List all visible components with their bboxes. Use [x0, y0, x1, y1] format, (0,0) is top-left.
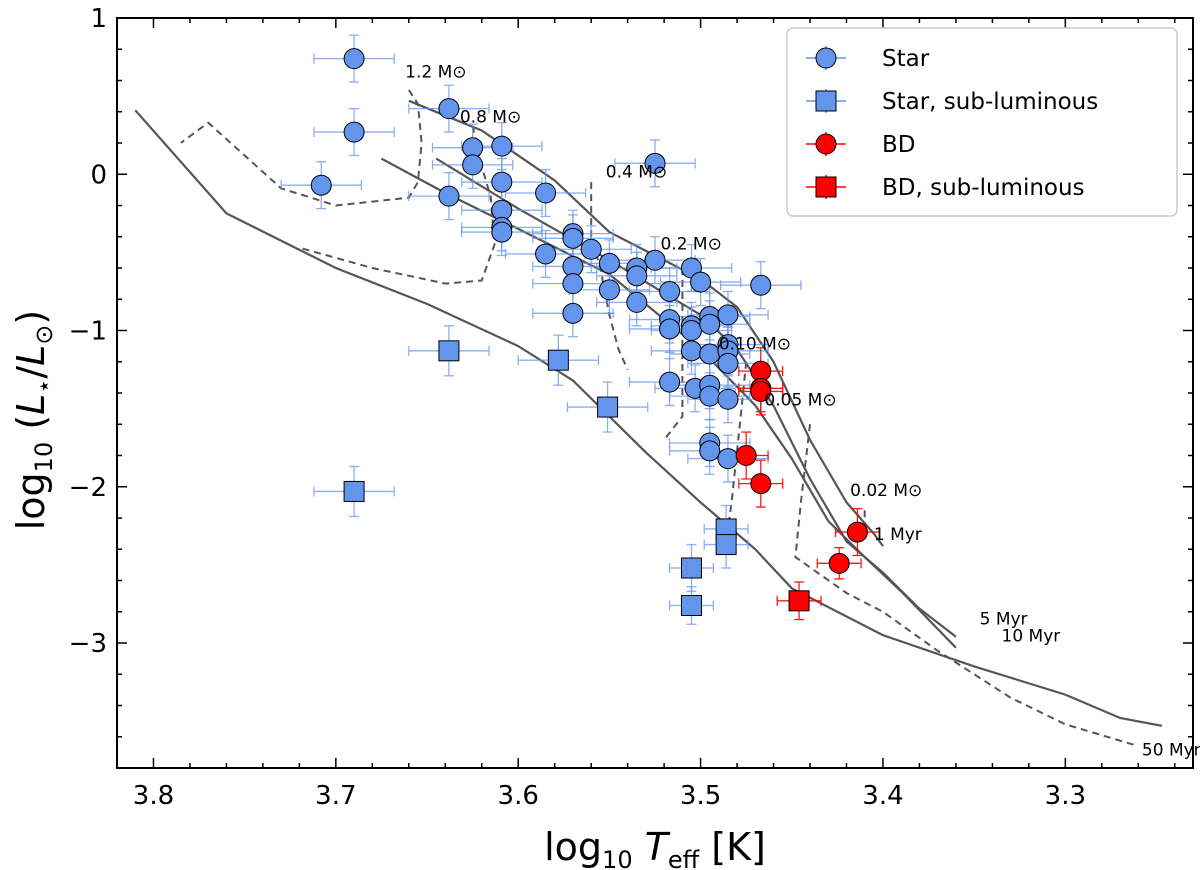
point-star-sub-luminous [597, 396, 619, 418]
point-star-sub-luminous [715, 534, 737, 556]
point-star [462, 154, 484, 176]
point-star [343, 121, 365, 143]
legend-label-bd-sub-luminous: BD, sub-luminous [882, 175, 1085, 201]
legend-entry-bd-sub-luminous: BD, sub-luminous [806, 175, 1085, 201]
legend-label-bd: BD [882, 132, 916, 158]
point-star [644, 152, 666, 174]
x-tick-label: 3.5 [680, 781, 721, 811]
isochrone-label: 1 Myr [874, 525, 922, 545]
point-star [310, 174, 332, 196]
y-tick-label: 0 [90, 160, 107, 190]
point-star [659, 318, 681, 340]
data-markers [310, 48, 868, 616]
point-star-sub-luminous [547, 349, 569, 371]
point-star [438, 185, 460, 207]
point-star [659, 371, 681, 393]
point-star [699, 440, 721, 462]
point-star [562, 273, 584, 295]
mass-track-label: 0.10 M⊙ [719, 334, 791, 354]
point-star [626, 265, 648, 287]
legend-entry-star-sub-luminous: Star, sub-luminous [806, 89, 1098, 115]
point-star [438, 98, 460, 120]
y-tick-label: −1 [69, 317, 107, 347]
y-tick-label: −2 [69, 473, 107, 503]
point-star [659, 280, 681, 302]
legend: Star Star, sub-luminous BD BD, sub-lumin… [786, 27, 1178, 217]
x-tick-label: 3.7 [315, 781, 356, 811]
point-star [644, 249, 666, 271]
point-star [343, 48, 365, 70]
point-star [598, 279, 620, 301]
point-star-sub-luminous [680, 595, 702, 616]
point-star [699, 385, 721, 407]
y-axis-title: log10 (L⋆/L⊙) [9, 310, 58, 531]
point-star [750, 274, 772, 296]
legend-label-star: Star [882, 46, 930, 72]
point-star [717, 448, 739, 470]
isochrone-label: 50 Myr [1142, 741, 1200, 761]
point-star-sub-luminous [343, 480, 365, 502]
point-star [491, 221, 513, 243]
point-star [699, 343, 721, 365]
mass-track-label: 0.4 M⊙ [606, 162, 667, 182]
point-bd-sub-luminous [788, 590, 810, 612]
mass-track-label: 0.02 M⊙ [850, 481, 922, 501]
point-star [491, 171, 513, 193]
point-star-sub-luminous [438, 340, 460, 362]
point-star [491, 135, 513, 157]
mass-track-label: 0.2 M⊙ [660, 234, 721, 254]
mass-track-label: 1.2 M⊙ [405, 62, 466, 82]
y-tick-label: 1 [90, 4, 107, 34]
axes: 3.8 3.7 3.6 3.5 3.4 3.3 1 0 −1 −2 −3 [69, 4, 1194, 811]
legend-label-star-sub-luminous: Star, sub-luminous [882, 89, 1098, 115]
point-star [580, 238, 602, 260]
y-tick-label: −3 [69, 629, 107, 659]
point-star [626, 291, 648, 313]
x-axis-title: log10 Teff [K] [544, 825, 766, 870]
point-star [535, 182, 557, 204]
isochrone-label: 10 Myr [1002, 626, 1061, 646]
point-star [562, 227, 584, 249]
x-tick-label: 3.3 [1045, 781, 1086, 811]
legend-entry-star: Star [806, 46, 930, 72]
x-tick-label: 3.8 [133, 781, 174, 811]
point-star [680, 320, 702, 341]
point-bd [846, 521, 868, 543]
point-star [535, 243, 557, 265]
mass-track-label: 0.8 M⊙ [460, 108, 521, 128]
mass-track-label: 0.05 M⊙ [764, 391, 836, 411]
point-star-sub-luminous [680, 557, 702, 579]
x-tick-label: 3.4 [862, 781, 903, 811]
isochrone-1-myr [408, 99, 884, 547]
point-bd [828, 552, 850, 574]
isochrone-50-myr [134, 109, 1163, 727]
point-star [699, 313, 721, 335]
point-star [717, 352, 739, 374]
x-tick-label: 3.6 [498, 781, 539, 811]
isochrone-label: 5 Myr [980, 609, 1028, 629]
mass-track [663, 268, 684, 441]
point-bd [750, 380, 772, 402]
point-bd [735, 445, 757, 466]
mass-track [299, 125, 496, 285]
point-star [598, 252, 620, 274]
point-star [690, 271, 712, 293]
point-star [680, 340, 702, 362]
point-star [562, 302, 584, 324]
legend-entry-bd: BD [806, 132, 916, 158]
point-bd [750, 473, 772, 495]
mass-track [794, 424, 1139, 748]
point-star [717, 388, 739, 410]
point-star [717, 304, 739, 326]
